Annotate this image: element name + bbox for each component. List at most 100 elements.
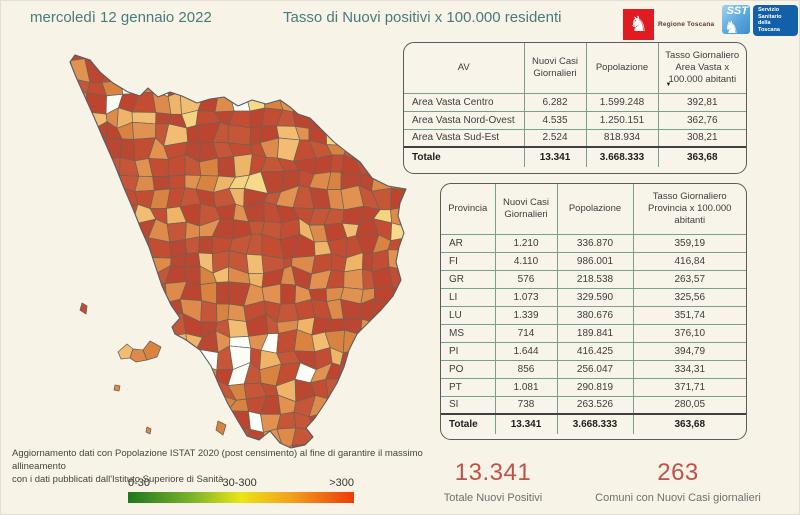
municipality-cell[interactable] (55, 347, 75, 365)
municipality-cell[interactable] (359, 73, 376, 97)
municipality-cell[interactable] (166, 221, 187, 243)
municipality-cell[interactable] (390, 222, 410, 241)
municipality-cell[interactable] (56, 207, 77, 227)
municipality-cell[interactable] (164, 426, 185, 444)
municipality-cell[interactable] (325, 106, 349, 129)
municipality-cell[interactable] (103, 365, 120, 381)
municipality-cell[interactable] (310, 93, 329, 114)
municipality-cell[interactable] (84, 44, 109, 61)
island-giglio[interactable] (215, 420, 227, 436)
island-pianosa[interactable] (113, 384, 121, 392)
municipality-cell[interactable] (119, 138, 136, 162)
municipality-cell[interactable] (100, 157, 121, 176)
municipality-cell[interactable] (180, 61, 198, 82)
municipality-cell[interactable] (101, 270, 123, 286)
municipality-cell[interactable] (233, 64, 250, 83)
municipality-cell[interactable] (213, 43, 237, 66)
municipality-cell[interactable] (404, 412, 420, 432)
municipality-cell[interactable] (181, 46, 199, 67)
municipality-cell[interactable] (405, 377, 420, 402)
municipality-cell[interactable] (70, 318, 89, 336)
municipality-cell[interactable] (360, 330, 375, 352)
municipality-cell[interactable] (375, 94, 397, 114)
table-row[interactable]: Area Vasta Nord-Ovest 4.535 1.250.151 362,… (404, 111, 746, 130)
municipality-cell[interactable] (378, 142, 395, 159)
municipality-cell[interactable] (54, 137, 74, 160)
municipality-cell[interactable] (53, 92, 73, 114)
municipality-cell[interactable] (180, 409, 203, 435)
col-header-nuovi-casi[interactable]: Nuovi Casi Giornalieri (495, 184, 558, 235)
municipality-cell[interactable] (166, 366, 184, 387)
municipality-cell[interactable] (356, 107, 380, 129)
table-row[interactable]: LU 1.339 380.676 351,74 (441, 306, 746, 325)
municipality-cell[interactable] (295, 60, 315, 82)
municipality-cell[interactable] (343, 268, 364, 290)
municipality-cell[interactable] (403, 170, 420, 194)
municipality-cell[interactable] (277, 57, 300, 82)
municipality-cell[interactable] (404, 427, 420, 445)
municipality-cell[interactable] (328, 42, 348, 67)
municipality-cell[interactable] (214, 93, 235, 113)
municipality-cell[interactable] (374, 42, 391, 63)
municipality-cell[interactable] (359, 62, 379, 79)
municipality-cell[interactable] (263, 77, 280, 99)
municipality-cell[interactable] (164, 45, 186, 67)
municipality-cell[interactable] (155, 112, 172, 125)
municipality-cell[interactable] (54, 268, 75, 290)
municipality-cell[interactable] (180, 399, 202, 415)
municipality-cell[interactable] (53, 320, 73, 336)
municipality-cell[interactable] (68, 171, 89, 195)
municipality-cell[interactable] (86, 317, 109, 335)
municipality-cell[interactable] (218, 79, 234, 99)
table-row[interactable]: SI 738 263.526 280,05 (441, 396, 746, 415)
municipality-cell[interactable] (405, 365, 420, 384)
municipality-cell[interactable] (227, 319, 249, 338)
municipality-cell[interactable] (149, 395, 171, 416)
municipality-cell[interactable] (119, 410, 140, 432)
municipality-cell[interactable] (102, 317, 122, 332)
municipality-cell[interactable] (134, 314, 153, 339)
municipality-cell[interactable] (410, 348, 420, 368)
municipality-cell[interactable] (118, 300, 141, 319)
municipality-cell[interactable] (84, 413, 106, 428)
municipality-cell[interactable] (198, 236, 213, 255)
municipality-cell[interactable] (199, 393, 217, 412)
municipality-cell[interactable] (183, 252, 201, 268)
municipality-cell[interactable] (89, 233, 104, 258)
municipality-cell[interactable] (292, 93, 313, 113)
municipality-cell[interactable] (276, 303, 299, 323)
municipality-cell[interactable] (86, 188, 108, 210)
municipality-cell[interactable] (375, 429, 395, 449)
municipality-cell[interactable] (120, 396, 139, 413)
municipality-cell[interactable] (361, 347, 377, 367)
municipality-cell[interactable] (55, 333, 75, 354)
municipality-cell[interactable] (120, 314, 140, 335)
municipality-cell[interactable] (53, 73, 74, 97)
municipality-cell[interactable] (344, 93, 364, 109)
municipality-cell[interactable] (276, 329, 298, 354)
municipality-cell[interactable] (227, 303, 247, 322)
municipality-cell[interactable] (69, 349, 89, 369)
municipality-cell[interactable] (308, 62, 331, 79)
municipality-cell[interactable] (74, 284, 90, 306)
municipality-cell[interactable] (374, 350, 393, 368)
table-row[interactable]: GR 576 218.538 263,57 (441, 270, 746, 289)
municipality-cell[interactable] (134, 57, 155, 83)
municipality-cell[interactable] (71, 137, 89, 161)
municipality-cell[interactable] (200, 377, 217, 401)
municipality-cell[interactable] (148, 64, 169, 83)
municipality-cell[interactable] (327, 64, 345, 79)
municipality-cell[interactable] (73, 220, 91, 243)
municipality-cell[interactable] (408, 250, 420, 270)
col-header-provincia[interactable]: Provincia (441, 184, 496, 235)
municipality-cell[interactable] (280, 283, 297, 305)
municipality-cell[interactable] (85, 284, 108, 304)
municipality-cell[interactable] (356, 123, 380, 145)
municipality-cell[interactable] (116, 57, 138, 82)
municipality-cell[interactable] (313, 50, 331, 67)
municipality-cell[interactable] (375, 414, 395, 433)
municipality-cell[interactable] (372, 59, 391, 75)
municipality-cell[interactable] (100, 235, 122, 258)
municipality-cell[interactable] (58, 124, 76, 141)
municipality-cell[interactable] (404, 284, 420, 305)
